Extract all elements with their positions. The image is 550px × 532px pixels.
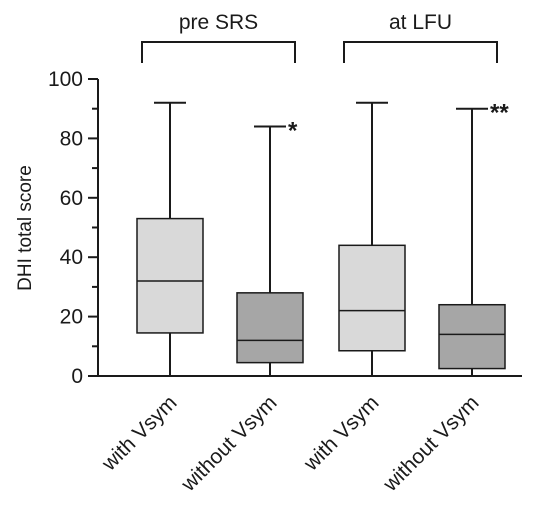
y-tick-label: 20: [60, 306, 83, 329]
group-bracket-1: [141, 41, 296, 63]
box-3: [338, 101, 406, 376]
box-iqr: [236, 292, 304, 364]
x-category-label: with Vsym: [299, 391, 384, 476]
y-tick-label: 0: [71, 365, 83, 388]
significance-marker: **: [490, 100, 509, 127]
y-tick-label: 100: [48, 68, 83, 91]
box-iqr: [438, 303, 506, 370]
significance-marker: *: [288, 118, 298, 145]
box-2: [236, 125, 304, 376]
x-category-label: with Vsym: [97, 391, 182, 476]
group-bracket-2: [343, 41, 498, 63]
box-1: [136, 101, 204, 376]
y-tick-label: 40: [60, 246, 83, 269]
x-category-label: without Vsym: [176, 391, 281, 496]
group-label: pre SRS: [179, 11, 258, 34]
box-iqr: [136, 217, 204, 334]
box-4: [438, 107, 506, 376]
y-tick-label: 60: [60, 187, 83, 210]
group-label: at LFU: [389, 11, 452, 34]
group-bracket: [141, 41, 296, 63]
y-tick-label: 80: [60, 127, 83, 150]
x-category-label: without Vsym: [378, 391, 483, 496]
y-axis-label: DHI total score: [15, 165, 36, 291]
group-bracket: [343, 41, 498, 63]
axes: [88, 41, 522, 377]
box-iqr: [338, 244, 406, 352]
box-series: [136, 101, 506, 376]
